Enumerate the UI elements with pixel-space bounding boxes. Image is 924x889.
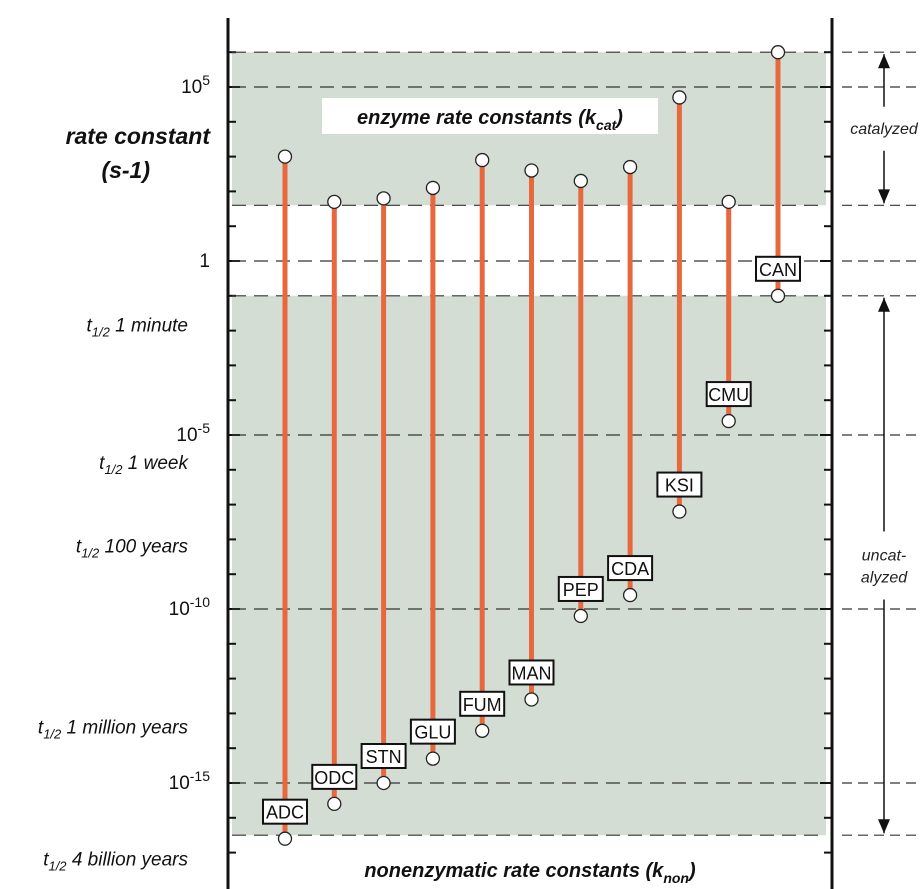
knon-point bbox=[475, 723, 490, 738]
half-life-label: t1/2 1 minute bbox=[86, 315, 188, 339]
arrowhead-up bbox=[878, 297, 890, 312]
enzyme-label: CMU bbox=[708, 385, 749, 405]
y-tick-label: 1 bbox=[199, 251, 210, 272]
enzyme-label: ODC bbox=[314, 768, 354, 788]
enzyme-label: STN bbox=[366, 747, 402, 767]
enzyme-can: CAN bbox=[755, 45, 801, 303]
enzyme-label: PEP bbox=[563, 580, 599, 600]
arrowhead-down bbox=[878, 819, 890, 834]
y-tick-label: 10-10 bbox=[169, 594, 211, 620]
arrowhead-down bbox=[878, 189, 890, 204]
enzyme-label-box bbox=[557, 575, 604, 602]
kcat-point bbox=[770, 45, 786, 60]
knon-point bbox=[425, 751, 441, 766]
enzyme-label: MAN bbox=[512, 663, 552, 683]
enzyme-label-box bbox=[607, 555, 654, 582]
y-tick-label: 10-15 bbox=[169, 768, 211, 794]
kcat-point bbox=[327, 194, 342, 209]
knon-point bbox=[277, 831, 293, 846]
kcat-point bbox=[376, 191, 391, 206]
knon-point bbox=[721, 413, 736, 429]
enzyme-label: GLU bbox=[414, 723, 451, 743]
enzyme-cmu: CMU bbox=[705, 194, 752, 429]
enzyme-label-box bbox=[508, 659, 555, 686]
enzyme-label-box bbox=[755, 255, 801, 282]
knon-title: nonenzymatic rate constants (knon) bbox=[364, 860, 696, 886]
enzyme-label: ADC bbox=[266, 803, 304, 823]
kcat-point bbox=[622, 159, 638, 175]
kcat-point bbox=[277, 149, 293, 164]
side-annotation-2: uncat-alyzed bbox=[861, 548, 908, 587]
enzyme-label-box bbox=[705, 381, 752, 408]
y-tick-label: 105 bbox=[181, 72, 210, 98]
arrowhead-up bbox=[878, 54, 890, 69]
enzyme-label-box bbox=[311, 763, 358, 790]
half-life-label: t1/2 100 years bbox=[76, 536, 189, 560]
kcat-point bbox=[672, 90, 687, 105]
half-life-label: t1/2 1 million years bbox=[38, 717, 189, 741]
kcat-title-box bbox=[322, 98, 658, 134]
kcat-title: enzyme rate constants (kcat) bbox=[357, 107, 623, 133]
enzyme-label: CDA bbox=[611, 559, 649, 579]
enzyme-fum: FUM bbox=[459, 152, 506, 738]
knon-point bbox=[376, 775, 391, 791]
enzyme-man: MAN bbox=[508, 163, 555, 707]
enzyme-ksi: KSI bbox=[656, 90, 703, 519]
enzyme-glu: GLU bbox=[409, 180, 456, 766]
knon-point bbox=[573, 608, 588, 624]
enzyme-label: CAN bbox=[759, 260, 797, 280]
knon-point bbox=[524, 692, 539, 707]
enzyme-label: KSI bbox=[665, 476, 694, 496]
y-axis-units: (s-1) bbox=[101, 157, 150, 183]
knon-point bbox=[672, 504, 687, 519]
enzyme-label-box bbox=[262, 798, 308, 825]
kcat-point bbox=[524, 163, 539, 178]
kcat-point bbox=[721, 194, 736, 209]
enzyme-odc: ODC bbox=[311, 194, 358, 812]
half-life-label: t1/2 1 week bbox=[99, 453, 189, 477]
knon-point bbox=[622, 587, 638, 603]
side-annotation-1: catalyzed bbox=[850, 121, 919, 138]
enzyme-label-box bbox=[409, 718, 456, 745]
enzyme-label-box bbox=[459, 690, 506, 717]
knon-point bbox=[327, 796, 342, 812]
knon-point bbox=[770, 288, 786, 303]
y-axis-title: rate constant bbox=[66, 123, 212, 149]
enzyme-label: FUM bbox=[463, 695, 502, 715]
kcat-point bbox=[425, 180, 441, 196]
enzyme-label-box bbox=[360, 743, 407, 769]
y-tick-label: 10-5 bbox=[176, 420, 210, 446]
enzyme-stn: STN bbox=[360, 191, 407, 791]
enzyme-adc: ADC bbox=[262, 149, 308, 846]
enzyme-label-box bbox=[656, 471, 703, 498]
kcat-point bbox=[475, 152, 490, 168]
enzyme-pep: PEP bbox=[557, 173, 604, 624]
half-life-label: t1/2 4 billion years bbox=[43, 850, 188, 874]
enzyme-cda: CDA bbox=[607, 159, 654, 603]
kcat-point bbox=[573, 173, 588, 189]
